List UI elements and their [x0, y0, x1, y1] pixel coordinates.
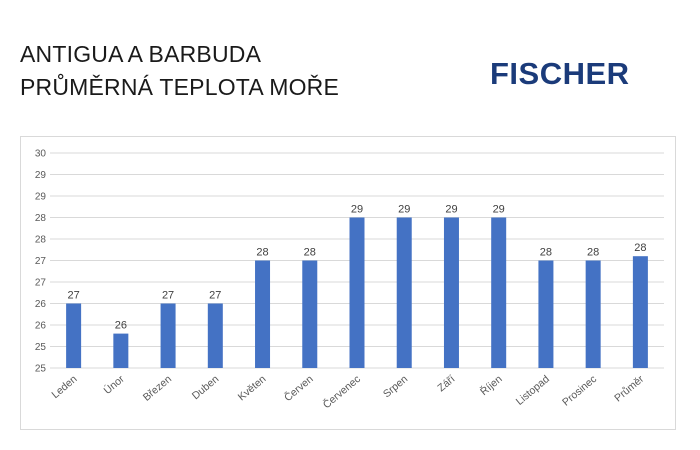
- y-tick-label: 25: [35, 342, 47, 353]
- bar-10: [491, 217, 507, 368]
- data-label: 28: [304, 247, 316, 259]
- x-category-label: Únor: [101, 372, 127, 397]
- data-label: 26: [115, 320, 127, 332]
- bar-4: [207, 303, 223, 368]
- bar-5: [255, 260, 271, 368]
- x-category-label: Květen: [236, 373, 269, 403]
- y-tick-label: 27: [35, 256, 47, 267]
- y-tick-label: 28: [35, 235, 47, 246]
- y-tick-label: 29: [35, 192, 47, 203]
- y-tick-label: 26: [35, 299, 47, 310]
- bar-1: [66, 303, 82, 368]
- data-label: 28: [540, 247, 552, 259]
- bar-9: [443, 217, 459, 368]
- x-category-label: Leden: [49, 373, 79, 401]
- x-category-label: Červenec: [320, 372, 363, 411]
- x-category-label: Prosinec: [560, 373, 599, 408]
- y-tick-label: 25: [35, 364, 47, 375]
- chart-title: ANTIGUA A BARBUDA PRŮMĚRNÁ TEPLOTA MOŘE: [20, 38, 339, 104]
- data-label: 29: [493, 204, 505, 216]
- y-tick-label: 29: [35, 170, 47, 181]
- y-tick-label: 26: [35, 321, 47, 332]
- x-category-label: Červen: [281, 372, 315, 404]
- x-category-label: Září: [435, 373, 457, 394]
- data-label: 28: [634, 242, 646, 254]
- bar-7: [349, 217, 365, 368]
- chart-area: [20, 136, 676, 430]
- bar-12: [585, 260, 601, 368]
- bar-8: [396, 217, 412, 368]
- title-line-2: PRŮMĚRNÁ TEPLOTA MOŘE: [20, 74, 340, 100]
- data-label: 29: [351, 204, 363, 216]
- x-category-label: Srpen: [381, 373, 410, 400]
- y-tick-label: 27: [35, 278, 47, 289]
- data-label: 29: [398, 204, 410, 216]
- data-label: 28: [587, 247, 599, 259]
- x-category-label: Březen: [141, 373, 174, 404]
- x-category-label: Průměr: [612, 373, 646, 405]
- bar-11: [538, 260, 554, 368]
- bar-6: [302, 260, 318, 368]
- data-label: 27: [162, 290, 174, 302]
- data-label: 27: [209, 290, 221, 302]
- y-tick-label: 30: [35, 149, 47, 160]
- x-category-label: Říjen: [477, 372, 504, 398]
- x-category-label: Duben: [190, 373, 222, 402]
- y-tick-label: 28: [35, 213, 47, 224]
- bar-2: [113, 333, 129, 368]
- data-label: 28: [256, 247, 268, 259]
- bar-3: [160, 303, 176, 368]
- bar-13: [632, 256, 648, 368]
- fischer-logo: FISCHER: [490, 56, 630, 91]
- title-line-1: ANTIGUA A BARBUDA: [20, 41, 262, 67]
- x-category-label: Listopad: [514, 373, 552, 408]
- data-label: 27: [67, 290, 79, 302]
- data-label: 29: [445, 204, 457, 216]
